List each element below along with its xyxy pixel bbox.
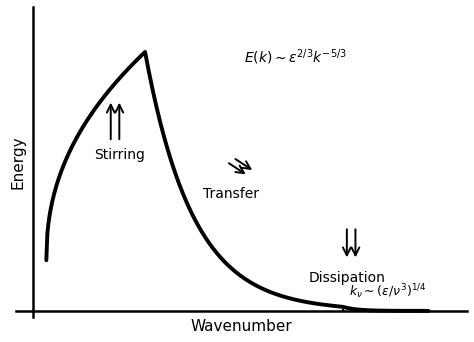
Text: Stirring: Stirring [94,148,145,162]
Y-axis label: Energy: Energy [10,135,25,188]
Text: $E(k) \sim \varepsilon^{2/3}k^{-5/3}$: $E(k) \sim \varepsilon^{2/3}k^{-5/3}$ [244,48,347,67]
Text: Dissipation: Dissipation [309,272,385,286]
Text: $k_{\nu} \sim (\varepsilon/\nu^3)^{1/4}$: $k_{\nu} \sim (\varepsilon/\nu^3)^{1/4}$ [349,282,427,301]
X-axis label: Wavenumber: Wavenumber [191,319,292,334]
Text: Transfer: Transfer [203,187,259,201]
